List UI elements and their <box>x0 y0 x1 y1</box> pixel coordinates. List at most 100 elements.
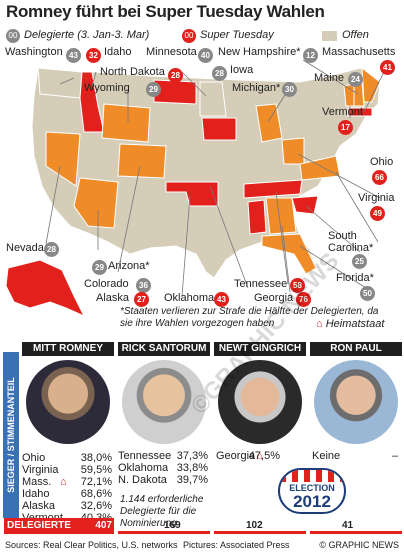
alaska-state <box>5 259 86 318</box>
home-icon: ⌂ <box>60 476 67 488</box>
result-pct: 68,6% <box>80 488 112 500</box>
candidate-name-santorum: RICK SANTORUM <box>118 342 210 356</box>
open-swatch <box>322 31 337 41</box>
arizona-state <box>73 177 119 229</box>
delegates-santorum: 169 <box>118 518 210 534</box>
badge-florida: 50 <box>360 286 375 301</box>
us-map: Washington 43 32 Idaho Minnesota 40 New … <box>0 46 404 336</box>
virginia-state <box>299 155 341 181</box>
footer-pictures: Pictures: Associated Press <box>183 540 290 550</box>
result-state: N. Dakota <box>118 474 167 486</box>
infographic-title: Romney führt bei Super Tuesday Wahlen <box>6 2 325 21</box>
badge-idaho: 32 <box>86 48 101 63</box>
label-nevada: Nevada <box>6 242 44 254</box>
washington-state <box>37 67 83 99</box>
label-south-carolina: South Carolina* <box>328 230 374 254</box>
badge-stripes <box>280 470 344 482</box>
footer: Sources: Real Clear Politics, U.S. netwo… <box>5 540 399 550</box>
super-tuesday-marker: 00 <box>182 29 196 43</box>
result-pct: – <box>391 450 398 462</box>
penalty-note: *Staaten verlieren zur Strafe die Hälfte… <box>120 306 379 329</box>
result-state: Oklahoma <box>118 462 169 474</box>
badge-alaska: 27 <box>134 292 149 307</box>
delegates-romney: 407 <box>92 518 114 534</box>
result-pct: 72,1% <box>80 476 112 488</box>
badge-washington: 43 <box>66 48 81 63</box>
candidate-gingrich: NEWT GINGRICH Georgia ⌂ 47,5% <box>214 342 306 538</box>
minnesota-state <box>199 81 227 117</box>
delegates-paul: 41 <box>310 518 402 534</box>
label-ohio: Ohio <box>370 156 394 168</box>
massachusetts-state <box>347 107 373 117</box>
label-colorado: Colorado <box>84 278 129 290</box>
florida-state <box>261 233 317 275</box>
legend: 00 Delegierte (3. Jan-3. Mar) 00 Super T… <box>4 28 400 44</box>
nevada-state <box>45 131 81 187</box>
wyoming-state <box>101 103 151 143</box>
delegates-marker: 00 <box>6 29 20 43</box>
badge-iowa: 28 <box>212 66 227 81</box>
result-pct: 59,5% <box>80 464 112 476</box>
candidate-romney: MITT ROMNEY Ohio 38,0% Virginia 59,5% Mass… <box>22 342 114 538</box>
home-icon: ⌂ <box>256 450 263 462</box>
result-state: Keine <box>312 450 341 462</box>
result-pct: 32,6% <box>80 500 112 512</box>
result-row: Mass. ⌂ 72,1% <box>22 476 112 488</box>
south-carolina-state <box>291 195 319 215</box>
footer-sources: Sources: Real Clear Politics, U.S. netwo… <box>5 540 178 550</box>
result-pct: 39,7% <box>176 474 208 486</box>
delegates-legend-label: Delegierte (3. Jan-3. Mar) <box>24 29 150 41</box>
open-legend-label: Offen <box>342 29 369 41</box>
badge-arizona: 29 <box>92 260 107 275</box>
badge-year: 2012 <box>293 492 331 511</box>
label-alaska: Alaska <box>96 292 130 304</box>
result-pct: 47,5% <box>248 450 280 462</box>
needed-delegates-note: 1.144 erforderliche Delegierte für die N… <box>120 494 204 529</box>
footer-credit: © GRAPHIC NEWS <box>319 540 399 550</box>
result-row: Ohio 38,0% <box>22 452 112 464</box>
result-row: Oklahoma 33,8% <box>118 462 208 474</box>
iowa-state <box>201 117 237 141</box>
label-virginia: Virginia <box>358 192 395 204</box>
label-vermont: Vermont <box>322 106 363 118</box>
oklahoma-state <box>165 181 219 207</box>
badge-minnesota: 40 <box>198 48 213 63</box>
vermont-state <box>343 83 355 107</box>
ohio-state <box>281 137 305 165</box>
label-arizona: Arizona* <box>108 260 150 272</box>
badge-north-dakota: 28 <box>168 68 183 83</box>
maine-state <box>361 66 381 103</box>
badge-oklahoma: 43 <box>214 292 229 307</box>
badge-maine: 24 <box>348 72 363 87</box>
results-paul: Keine – <box>312 450 398 462</box>
result-row: Georgia ⌂ 47,5% <box>216 450 304 462</box>
candidate-santorum: RICK SANTORUM Tennessee 37,3% Oklahoma 33,… <box>118 342 210 538</box>
result-state: Virginia <box>22 464 59 476</box>
panel-side-label-text: SIEGER / STIMMENANTEIL <box>6 377 16 493</box>
georgia-state <box>265 197 297 235</box>
badge-nevada: 28 <box>44 242 59 257</box>
result-state: Ohio <box>22 452 46 464</box>
home-icon: ⌂ <box>316 318 323 330</box>
badge-new-hampshire: 12 <box>303 48 318 63</box>
badge-top-text: ELECTION <box>289 483 335 493</box>
result-row: Virginia 59,5% <box>22 464 112 476</box>
label-north-dakota: North Dakota <box>100 66 165 78</box>
label-wyoming: Wyoming <box>84 82 130 94</box>
candidate-paul: RON PAUL Keine – <box>310 342 402 538</box>
map-leader-lines <box>45 59 389 297</box>
result-pct: 37,3% <box>176 450 208 462</box>
label-michigan: Michigan* <box>232 82 281 94</box>
delegates-label: DELEGIERTE <box>4 518 92 534</box>
panel-side-label: SIEGER / STIMMENANTEIL <box>3 352 19 518</box>
us-map-svg <box>5 59 389 318</box>
badge-georgia: 76 <box>296 292 311 307</box>
home-state-legend: ⌂ Heimatstaat <box>316 318 384 330</box>
photo-santorum <box>122 360 206 444</box>
photo-paul <box>314 360 398 444</box>
super-tuesday-legend-label: Super Tuesday <box>200 29 274 41</box>
photo-gingrich <box>218 360 302 444</box>
home-state-label: Heimatstaat <box>325 318 385 330</box>
label-washington: Washington <box>5 46 63 58</box>
colorado-state <box>117 143 167 179</box>
